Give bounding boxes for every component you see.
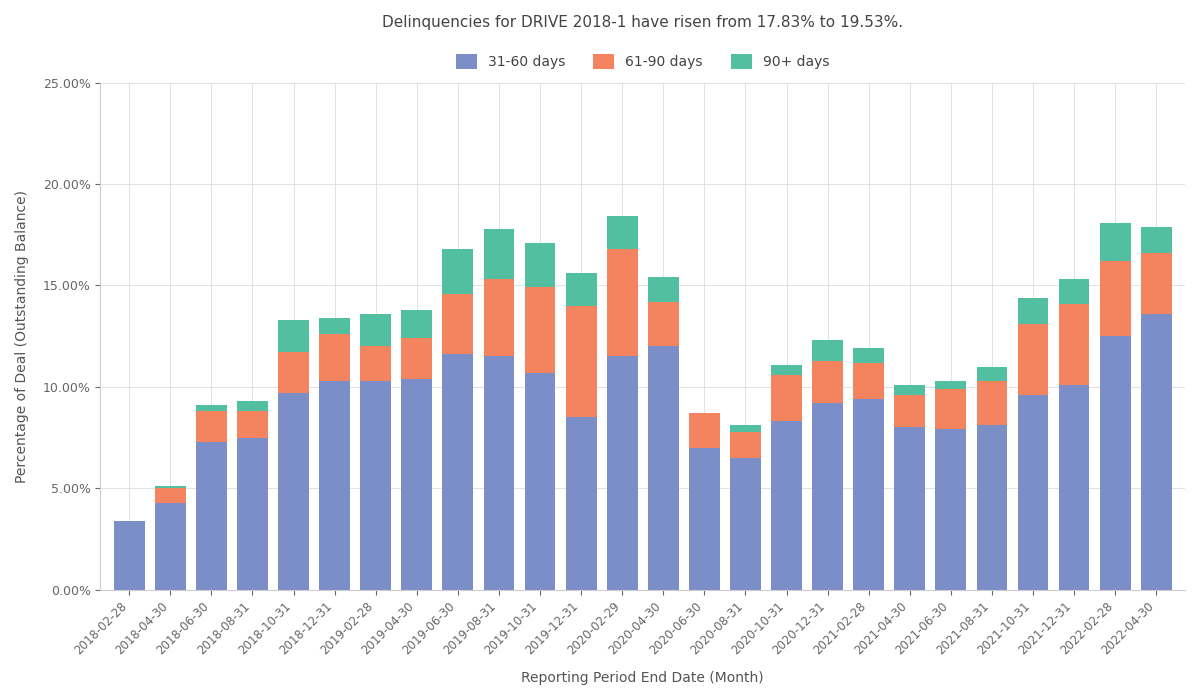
Bar — [196, 442, 227, 590]
Legend: 31-60 days, 61-90 days, 90+ days: 31-60 days, 61-90 days, 90+ days — [451, 49, 835, 75]
Bar — [977, 367, 1007, 381]
Bar — [319, 318, 350, 334]
Bar — [238, 438, 268, 590]
Bar — [319, 334, 350, 381]
Bar — [648, 302, 679, 346]
Bar — [565, 306, 596, 417]
Bar — [1058, 279, 1090, 304]
Bar — [401, 338, 432, 379]
Bar — [155, 489, 186, 503]
Bar — [1058, 385, 1090, 590]
Title: Delinquencies for DRIVE 2018-1 have risen from 17.83% to 19.53%.: Delinquencies for DRIVE 2018-1 have rise… — [382, 15, 904, 30]
Bar — [730, 458, 761, 590]
Bar — [443, 293, 473, 354]
Bar — [812, 403, 844, 590]
Bar — [730, 431, 761, 458]
Bar — [114, 521, 145, 590]
Bar — [155, 486, 186, 489]
Bar — [853, 363, 884, 399]
Bar — [278, 320, 308, 352]
Bar — [565, 273, 596, 306]
Bar — [936, 430, 966, 590]
Bar — [401, 379, 432, 590]
Bar — [853, 399, 884, 590]
Bar — [238, 411, 268, 438]
Bar — [648, 277, 679, 302]
Bar — [401, 310, 432, 338]
Bar — [689, 448, 720, 590]
Bar — [443, 249, 473, 293]
X-axis label: Reporting Period End Date (Month): Reporting Period End Date (Month) — [522, 671, 764, 685]
Bar — [524, 243, 556, 288]
Bar — [1058, 304, 1090, 385]
Bar — [360, 314, 391, 346]
Bar — [894, 385, 925, 395]
Bar — [278, 352, 308, 393]
Bar — [484, 356, 515, 590]
Bar — [894, 428, 925, 590]
Bar — [894, 395, 925, 428]
Bar — [1018, 298, 1049, 324]
Bar — [196, 411, 227, 442]
Bar — [524, 288, 556, 372]
Bar — [319, 381, 350, 590]
Bar — [278, 393, 308, 590]
Bar — [812, 340, 844, 360]
Bar — [1141, 253, 1171, 314]
Bar — [484, 279, 515, 356]
Bar — [689, 413, 720, 448]
Bar — [607, 216, 637, 249]
Bar — [1141, 227, 1171, 253]
Bar — [524, 372, 556, 590]
Bar — [565, 417, 596, 590]
Bar — [155, 503, 186, 590]
Bar — [443, 354, 473, 590]
Bar — [772, 374, 802, 421]
Bar — [772, 365, 802, 374]
Bar — [360, 381, 391, 590]
Bar — [812, 360, 844, 403]
Bar — [1018, 324, 1049, 395]
Bar — [936, 381, 966, 389]
Bar — [648, 346, 679, 590]
Bar — [977, 426, 1007, 590]
Bar — [360, 346, 391, 381]
Y-axis label: Percentage of Deal (Outstanding Balance): Percentage of Deal (Outstanding Balance) — [16, 190, 29, 483]
Bar — [238, 401, 268, 411]
Bar — [1099, 336, 1130, 590]
Bar — [730, 426, 761, 431]
Bar — [484, 229, 515, 279]
Bar — [1141, 314, 1171, 590]
Bar — [977, 381, 1007, 426]
Bar — [772, 421, 802, 590]
Bar — [607, 249, 637, 356]
Bar — [853, 349, 884, 363]
Bar — [1099, 223, 1130, 261]
Bar — [196, 405, 227, 411]
Bar — [1018, 395, 1049, 590]
Bar — [936, 389, 966, 430]
Bar — [607, 356, 637, 590]
Bar — [1099, 261, 1130, 336]
